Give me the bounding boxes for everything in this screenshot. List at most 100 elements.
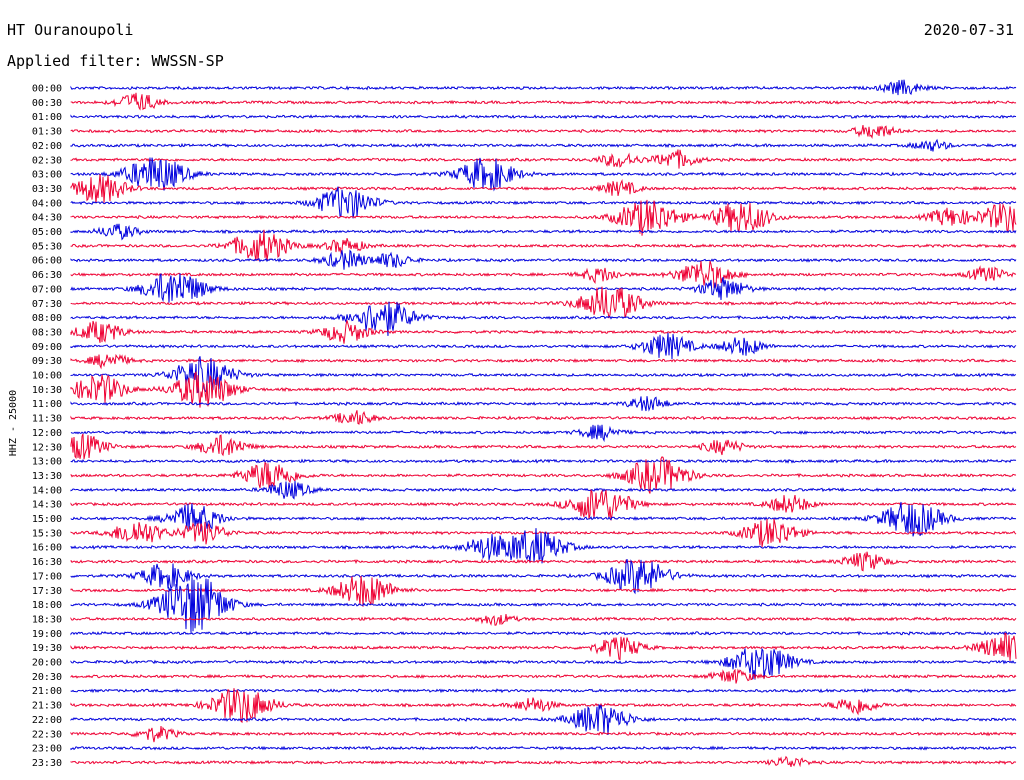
trace-0300 bbox=[70, 157, 1017, 192]
trace-2230 bbox=[70, 726, 1017, 743]
tick-label: 22:00 bbox=[32, 715, 62, 726]
tick-label: 23:00 bbox=[32, 744, 62, 755]
tick-label: 03:00 bbox=[32, 170, 62, 181]
trace-0600 bbox=[70, 249, 1017, 270]
tick-label: 14:00 bbox=[32, 485, 62, 496]
tick-label: 17:30 bbox=[32, 586, 62, 597]
tick-label: 05:30 bbox=[32, 241, 62, 252]
trace-1230 bbox=[70, 433, 1017, 460]
tick-label: 08:00 bbox=[32, 313, 62, 324]
trace-1730 bbox=[70, 575, 1017, 607]
tick-label: 20:30 bbox=[32, 672, 62, 683]
tick-label: 11:00 bbox=[32, 399, 62, 410]
trace-0730 bbox=[70, 286, 1017, 319]
tick-label: 13:30 bbox=[32, 471, 62, 482]
tick-label: 18:00 bbox=[32, 600, 62, 611]
trace-1100 bbox=[70, 396, 1017, 412]
trace-2000 bbox=[70, 647, 1017, 680]
trace-2300 bbox=[70, 745, 1017, 751]
tick-label: 20:00 bbox=[32, 658, 62, 669]
tick-label: 15:30 bbox=[32, 528, 62, 539]
tick-label: 19:00 bbox=[32, 629, 62, 640]
trace-0800 bbox=[70, 301, 1017, 336]
trace-0930 bbox=[70, 353, 1017, 370]
tick-label-group: 00:00 00:30 01:00 01:30 02:00 02:30 03:00 03:30… bbox=[32, 84, 62, 769]
tick-label: 10:00 bbox=[32, 371, 62, 382]
trace-2100 bbox=[70, 688, 1017, 694]
tick-label: 15:00 bbox=[32, 514, 62, 525]
trace-1600 bbox=[70, 528, 1017, 564]
trace-1630 bbox=[70, 551, 1017, 572]
tick-label: 05:00 bbox=[32, 227, 62, 238]
trace-2200 bbox=[70, 704, 1017, 736]
trace-0000 bbox=[70, 79, 1017, 96]
trace-1430 bbox=[70, 488, 1017, 521]
trace-2330 bbox=[70, 755, 1017, 768]
trace-0500 bbox=[70, 223, 1017, 241]
tick-label: 18:30 bbox=[32, 614, 62, 625]
trace-0130 bbox=[70, 125, 1017, 140]
tick-label: 13:00 bbox=[32, 457, 62, 468]
tick-label: 22:30 bbox=[32, 729, 62, 740]
tick-label: 09:30 bbox=[32, 356, 62, 367]
trace-1800 bbox=[70, 577, 1017, 633]
tick-label: 04:00 bbox=[32, 198, 62, 209]
trace-1530 bbox=[70, 518, 1017, 548]
tick-label: 08:30 bbox=[32, 327, 62, 338]
trace-1130 bbox=[70, 410, 1017, 425]
tick-label: 21:00 bbox=[32, 686, 62, 697]
trace-1500 bbox=[70, 501, 1017, 537]
tick-label: 12:00 bbox=[32, 428, 62, 439]
tick-label: 06:00 bbox=[32, 256, 62, 267]
tick-label: 07:30 bbox=[32, 299, 62, 310]
tick-label: 14:30 bbox=[32, 500, 62, 511]
trace-1700 bbox=[70, 558, 1017, 595]
trace-0700 bbox=[70, 272, 1017, 303]
trace-1330 bbox=[70, 456, 1017, 494]
trace-1030 bbox=[70, 371, 1017, 408]
tick-label: 16:30 bbox=[32, 557, 62, 568]
tick-label: 07:00 bbox=[32, 284, 62, 295]
trace-0430 bbox=[70, 199, 1017, 236]
tick-label: 21:30 bbox=[32, 701, 62, 712]
trace-1200 bbox=[70, 424, 1017, 443]
tick-label: 19:30 bbox=[32, 643, 62, 654]
tick-label: 04:30 bbox=[32, 213, 62, 224]
trace-0630 bbox=[70, 260, 1017, 289]
trace-group bbox=[70, 79, 1017, 768]
trace-2030 bbox=[70, 668, 1017, 684]
tick-label: 00:30 bbox=[32, 98, 62, 109]
trace-1830 bbox=[70, 614, 1017, 626]
tick-label: 17:00 bbox=[32, 571, 62, 582]
tick-label: 02:30 bbox=[32, 155, 62, 166]
tick-label: 01:30 bbox=[32, 127, 62, 138]
tick-label: 23:30 bbox=[32, 758, 62, 769]
tick-label: 09:00 bbox=[32, 342, 62, 353]
tick-label: 03:30 bbox=[32, 184, 62, 195]
trace-1900 bbox=[70, 630, 1017, 636]
trace-0400 bbox=[70, 186, 1017, 219]
trace-0900 bbox=[70, 332, 1017, 360]
tick-label: 16:00 bbox=[32, 543, 62, 554]
trace-0330 bbox=[70, 174, 1017, 204]
trace-0200 bbox=[70, 138, 1017, 152]
trace-0230 bbox=[70, 149, 1017, 169]
trace-1300 bbox=[70, 458, 1017, 464]
tick-label: 02:00 bbox=[32, 141, 62, 152]
trace-0030 bbox=[70, 92, 1017, 111]
trace-2130 bbox=[70, 688, 1017, 724]
trace-1000 bbox=[70, 356, 1017, 393]
tick-label: 01:00 bbox=[32, 112, 62, 123]
tick-label: 10:30 bbox=[32, 385, 62, 396]
tick-label: 11:30 bbox=[32, 414, 62, 425]
y-axis-label: HHZ - 25000 bbox=[8, 390, 19, 456]
trace-0530 bbox=[70, 229, 1017, 261]
tick-label: 12:30 bbox=[32, 442, 62, 453]
tick-label: 00:00 bbox=[32, 84, 62, 95]
trace-0100 bbox=[70, 114, 1017, 120]
trace-1400 bbox=[70, 480, 1017, 500]
trace-1930 bbox=[70, 632, 1017, 661]
tick-label: 06:30 bbox=[32, 270, 62, 281]
trace-0830 bbox=[70, 320, 1017, 344]
